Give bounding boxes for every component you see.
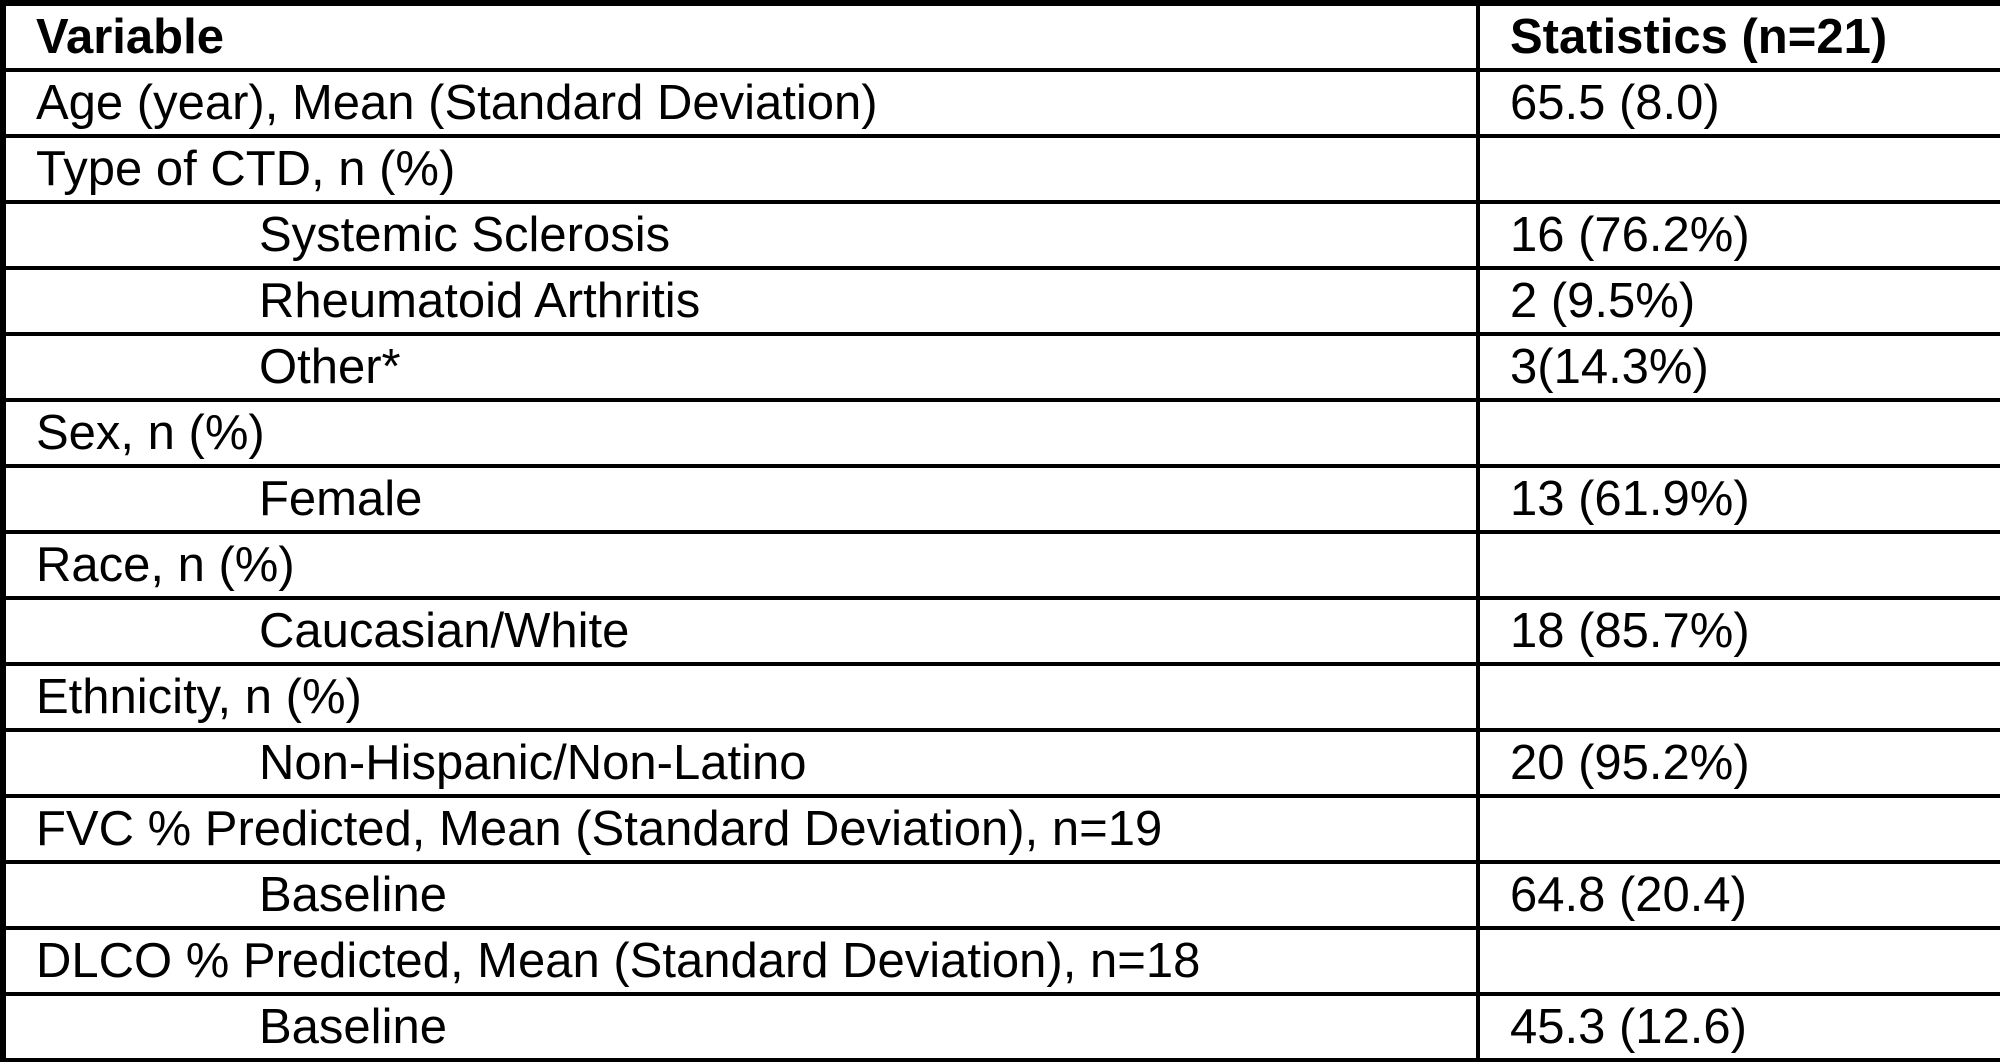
row-label: Other*: [1, 332, 1480, 402]
column-header-statistics: Statistics (n=21): [1476, 1, 2000, 72]
table-row: Baseline 64.8 (20.4): [1, 860, 2000, 930]
row-value: 65.5 (8.0): [1476, 68, 2000, 138]
row-label: FVC % Predicted, Mean (Standard Deviatio…: [1, 794, 1480, 864]
row-value: 3(14.3%): [1476, 332, 2000, 402]
row-label: Race, n (%): [1, 530, 1480, 600]
row-value: 20 (95.2%): [1476, 728, 2000, 798]
table-row: Rheumatoid Arthritis 2 (9.5%): [1, 266, 2000, 336]
table-row: DLCO % Predicted, Mean (Standard Deviati…: [1, 926, 2000, 996]
table-body: Age (year), Mean (Standard Deviation) 65.…: [1, 68, 2000, 1062]
table-row: Type of CTD, n (%): [1, 134, 2000, 204]
row-value: 13 (61.9%): [1476, 464, 2000, 534]
row-label: Caucasian/White: [1, 596, 1480, 666]
row-value: 64.8 (20.4): [1476, 860, 2000, 930]
row-value: [1476, 662, 2000, 732]
table-row: Other* 3(14.3%): [1, 332, 2000, 402]
column-header-variable: Variable: [1, 1, 1480, 72]
row-value: 18 (85.7%): [1476, 596, 2000, 666]
row-value: [1476, 926, 2000, 996]
row-value: [1476, 134, 2000, 204]
row-value: [1476, 530, 2000, 600]
table-row: Sex, n (%): [1, 398, 2000, 468]
row-label: Rheumatoid Arthritis: [1, 266, 1480, 336]
row-label: DLCO % Predicted, Mean (Standard Deviati…: [1, 926, 1480, 996]
row-value: [1476, 794, 2000, 864]
row-label: Age (year), Mean (Standard Deviation): [1, 68, 1480, 138]
row-label: Non-Hispanic/Non-Latino: [1, 728, 1480, 798]
table-row: Systemic Sclerosis 16 (76.2%): [1, 200, 2000, 270]
table-row: Race, n (%): [1, 530, 2000, 600]
row-label: Baseline: [1, 992, 1480, 1062]
row-label: Type of CTD, n (%): [1, 134, 1480, 204]
row-label: Ethnicity, n (%): [1, 662, 1480, 732]
table-row: FVC % Predicted, Mean (Standard Deviatio…: [1, 794, 2000, 864]
row-label: Female: [1, 464, 1480, 534]
row-value: 2 (9.5%): [1476, 266, 2000, 336]
table-row: Ethnicity, n (%): [1, 662, 2000, 732]
table-row: Caucasian/White 18 (85.7%): [1, 596, 2000, 666]
header-row: Variable Statistics (n=21): [1, 1, 2000, 72]
table-row: Non-Hispanic/Non-Latino 20 (95.2%): [1, 728, 2000, 798]
row-label: Systemic Sclerosis: [1, 200, 1480, 270]
row-label: Baseline: [1, 860, 1480, 930]
row-label: Sex, n (%): [1, 398, 1480, 468]
table-row: Age (year), Mean (Standard Deviation) 65.…: [1, 68, 2000, 138]
table-row: Female 13 (61.9%): [1, 464, 2000, 534]
row-value: 45.3 (12.6): [1476, 992, 2000, 1062]
row-value: [1476, 398, 2000, 468]
table-row: Baseline 45.3 (12.6): [1, 992, 2000, 1062]
row-value: 16 (76.2%): [1476, 200, 2000, 270]
